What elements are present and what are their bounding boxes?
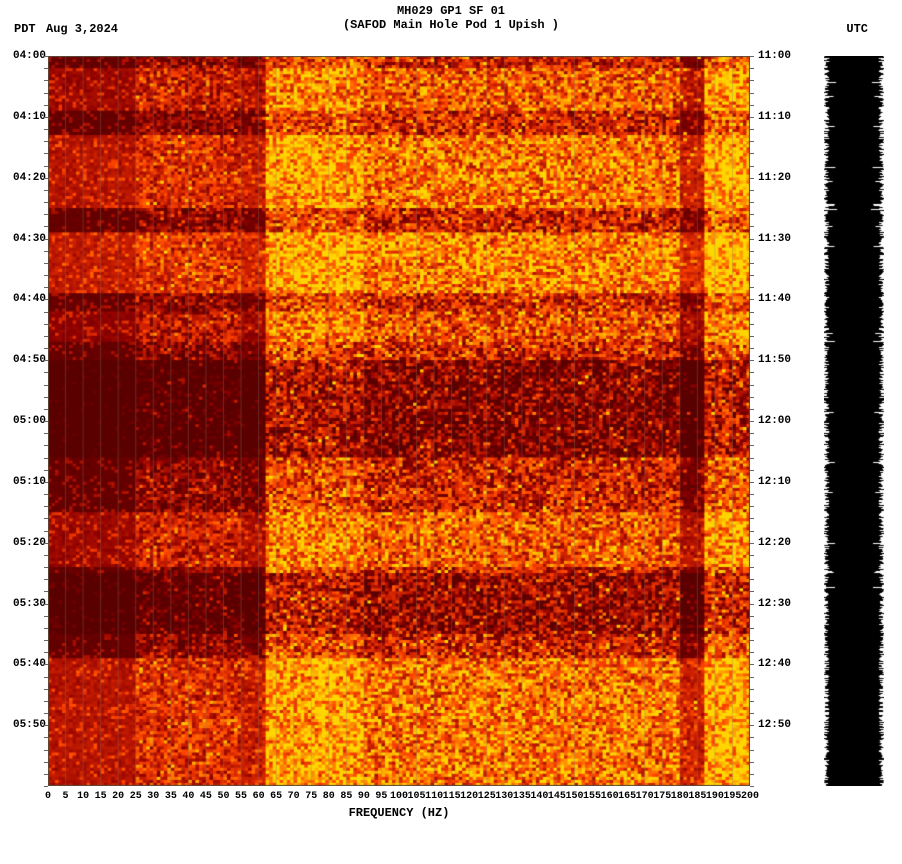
xtick: 10 bbox=[77, 791, 89, 802]
xtick: 60 bbox=[253, 791, 265, 802]
ytick-left: 04:20 bbox=[2, 172, 46, 184]
xtick: 120 bbox=[460, 791, 478, 802]
ytick-right: 12:10 bbox=[758, 476, 808, 488]
ytick-left: 05:10 bbox=[2, 476, 46, 488]
xtick: 25 bbox=[130, 791, 142, 802]
xtick: 95 bbox=[375, 791, 387, 802]
xtick: 150 bbox=[565, 791, 583, 802]
ytick-left: 05:30 bbox=[2, 598, 46, 610]
xtick: 90 bbox=[358, 791, 370, 802]
xtick: 110 bbox=[425, 791, 443, 802]
xtick: 70 bbox=[288, 791, 300, 802]
ytick-left: 04:50 bbox=[2, 354, 46, 366]
xtick: 55 bbox=[235, 791, 247, 802]
xtick: 190 bbox=[706, 791, 724, 802]
xtick: 80 bbox=[323, 791, 335, 802]
xtick: 140 bbox=[530, 791, 548, 802]
ytick-right: 11:40 bbox=[758, 293, 808, 305]
xtick: 15 bbox=[95, 791, 107, 802]
xtick: 40 bbox=[182, 791, 194, 802]
xtick: 85 bbox=[340, 791, 352, 802]
date-label: Aug 3,2024 bbox=[46, 22, 118, 36]
x-axis-label: FREQUENCY (HZ) bbox=[48, 806, 750, 820]
xtick: 0 bbox=[45, 791, 51, 802]
title-line2: (SAFOD Main Hole Pod 1 Upish ) bbox=[0, 18, 902, 32]
ytick-right: 12:20 bbox=[758, 537, 808, 549]
xtick: 130 bbox=[495, 791, 513, 802]
xtick: 105 bbox=[408, 791, 426, 802]
ytick-left: 05:20 bbox=[2, 537, 46, 549]
xtick: 200 bbox=[741, 791, 759, 802]
ytick-left: 04:30 bbox=[2, 233, 46, 245]
xtick: 35 bbox=[165, 791, 177, 802]
xtick: 180 bbox=[671, 791, 689, 802]
xtick: 65 bbox=[270, 791, 282, 802]
ytick-left: 04:40 bbox=[2, 293, 46, 305]
ytick-left: 04:10 bbox=[2, 111, 46, 123]
timezone-right: UTC bbox=[846, 22, 868, 36]
ytick-right: 11:00 bbox=[758, 50, 808, 62]
ytick-right: 12:40 bbox=[758, 658, 808, 670]
ytick-left: 05:00 bbox=[2, 415, 46, 427]
xtick: 30 bbox=[147, 791, 159, 802]
xtick: 165 bbox=[618, 791, 636, 802]
spectrogram-canvas bbox=[48, 56, 750, 786]
xtick: 50 bbox=[217, 791, 229, 802]
xtick: 175 bbox=[653, 791, 671, 802]
xtick: 160 bbox=[601, 791, 619, 802]
chart-header: MH029 GP1 SF 01 (SAFOD Main Hole Pod 1 U… bbox=[0, 4, 902, 32]
xtick: 115 bbox=[443, 791, 461, 802]
xtick: 125 bbox=[478, 791, 496, 802]
xtick: 100 bbox=[390, 791, 408, 802]
xtick: 170 bbox=[636, 791, 654, 802]
xtick: 75 bbox=[305, 791, 317, 802]
xtick: 145 bbox=[548, 791, 566, 802]
spectrogram-plot bbox=[48, 56, 750, 786]
ytick-right: 11:10 bbox=[758, 111, 808, 123]
title-line1: MH029 GP1 SF 01 bbox=[0, 4, 902, 18]
ytick-right: 11:50 bbox=[758, 354, 808, 366]
ytick-right: 12:50 bbox=[758, 719, 808, 731]
ytick-right: 11:30 bbox=[758, 233, 808, 245]
ytick-left: 05:40 bbox=[2, 658, 46, 670]
amplitude-canvas bbox=[824, 56, 884, 786]
ytick-left: 05:50 bbox=[2, 719, 46, 731]
ytick-right: 12:00 bbox=[758, 415, 808, 427]
ytick-left: 04:00 bbox=[2, 50, 46, 62]
xtick: 195 bbox=[723, 791, 741, 802]
ytick-right: 11:20 bbox=[758, 172, 808, 184]
timezone-left: PDT bbox=[14, 22, 36, 36]
xtick: 5 bbox=[63, 791, 69, 802]
xtick: 155 bbox=[583, 791, 601, 802]
xtick: 185 bbox=[688, 791, 706, 802]
amplitude-strip bbox=[824, 56, 884, 786]
xtick: 135 bbox=[513, 791, 531, 802]
xtick: 45 bbox=[200, 791, 212, 802]
xtick: 20 bbox=[112, 791, 124, 802]
ytick-right: 12:30 bbox=[758, 598, 808, 610]
